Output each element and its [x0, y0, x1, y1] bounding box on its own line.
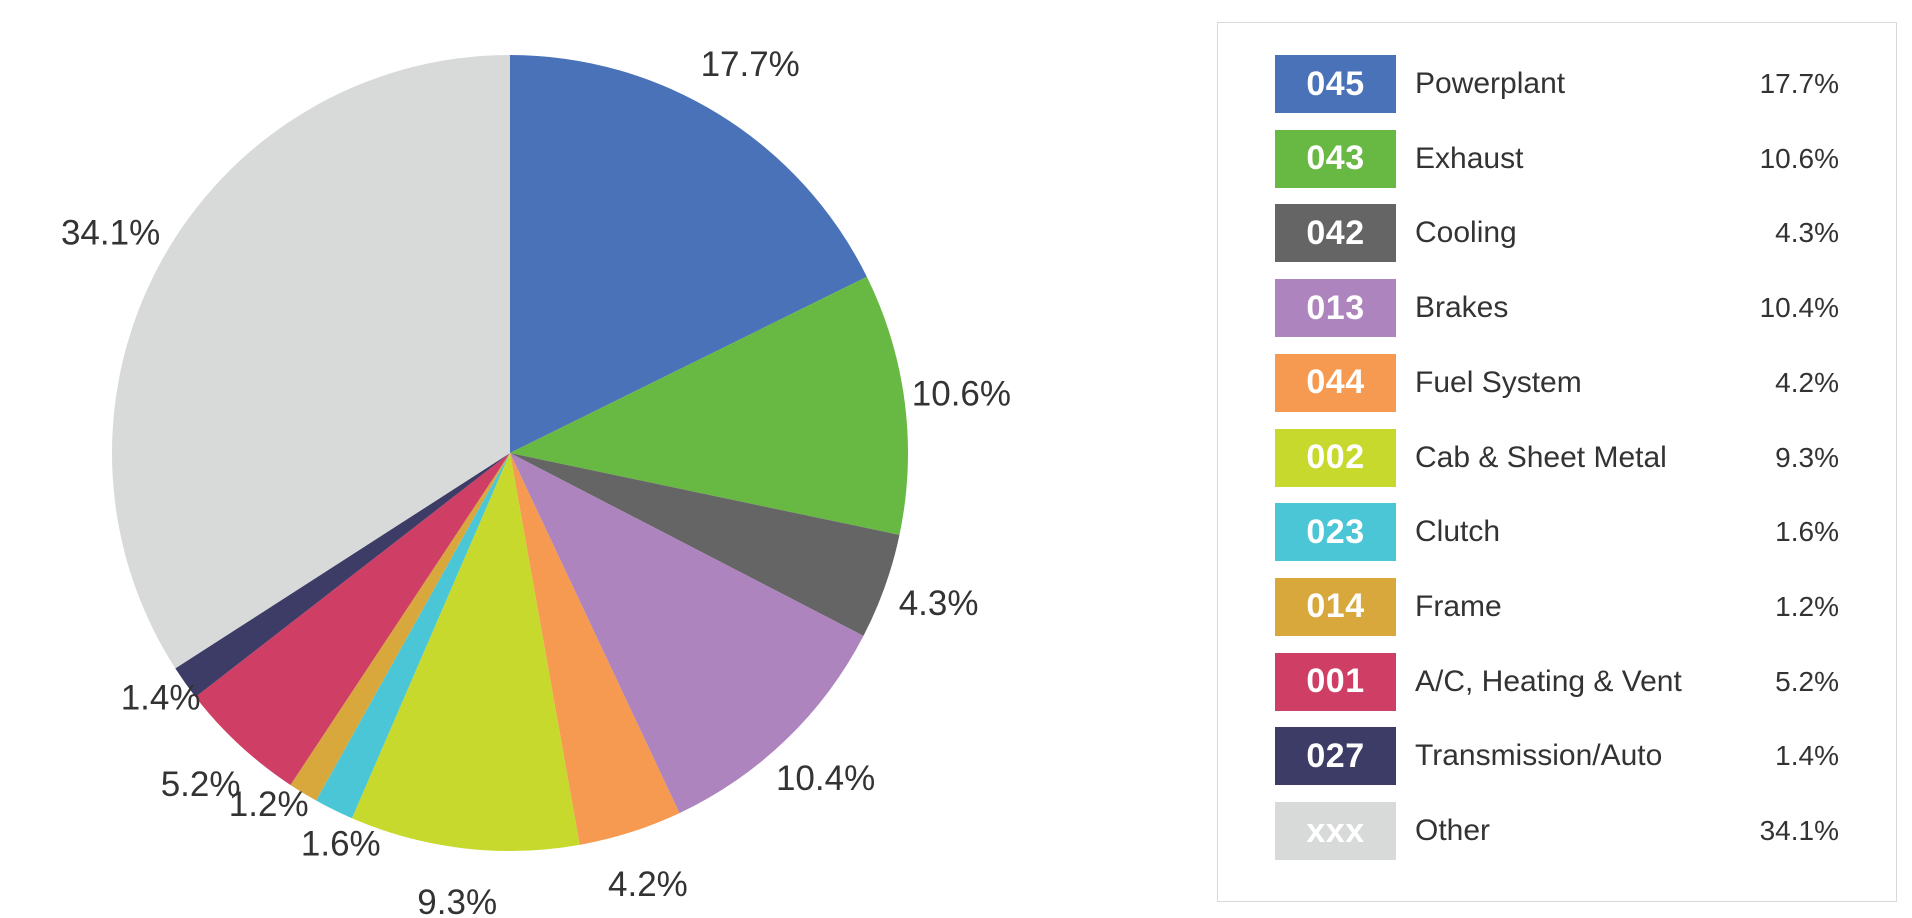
legend-label: Cooling: [1415, 216, 1517, 250]
pie-slices: [111, 55, 909, 852]
legend-code-badge: 002: [1275, 428, 1396, 487]
pie-slice-043: [510, 276, 909, 535]
pie-label-013: 10.4%: [776, 759, 875, 798]
legend-label: Transmission/Auto: [1415, 739, 1663, 773]
legend-value: 34.1%: [1759, 815, 1839, 846]
pie-chart: 17.7% 10.6% 4.3% 10.4% 4.2% 9.3% 1.6%1.2%5.2% 1…: [61, 45, 1011, 918]
legend-item-027: 027 Transmission/Auto 1.4%: [1275, 727, 1839, 786]
legend-value: 10.6%: [1759, 142, 1839, 174]
pie-label-027: 1.4%: [121, 678, 201, 717]
legend-code-badge: xxx: [1275, 802, 1396, 860]
pie-slice-042: [510, 453, 900, 636]
legend-item-043: 043 Exhaust 10.6%: [1275, 129, 1839, 188]
legend-item-002: 002 Cab & Sheet Metal 9.3%: [1275, 428, 1839, 487]
legend-code-badge: 042: [1275, 204, 1396, 263]
pie-slice-xxx: [111, 55, 510, 669]
legend-code-badge: 013: [1275, 279, 1396, 338]
legend-item-014: 014 Frame 1.2%: [1275, 577, 1839, 636]
pie-label-002: 9.3%: [417, 883, 497, 918]
pie-slice-027: [175, 453, 511, 697]
pie-slice-045: [510, 55, 867, 453]
pie-label-042: 4.3%: [899, 584, 979, 623]
legend-value: 17.7%: [1759, 68, 1839, 99]
legend-code-badge: 043: [1275, 129, 1396, 188]
legend-label: Exhaust: [1415, 141, 1524, 175]
legend-item-044: 044 Fuel System 4.2%: [1275, 353, 1839, 412]
pie-label-014: 1.2%: [229, 785, 309, 824]
legend-item-013: 013 Brakes 10.4%: [1275, 279, 1839, 338]
legend-value: 1.2%: [1775, 590, 1839, 622]
legend-item-001: 001 A/C, Heating & Vent 5.2%: [1275, 652, 1839, 711]
legend-code-badge: 027: [1275, 727, 1396, 786]
legend-code-badge: 045: [1275, 55, 1396, 113]
legend-item-045: 045 Powerplant 17.7%: [1275, 55, 1839, 113]
legend-value: 4.2%: [1775, 366, 1839, 398]
legend-code-badge: 023: [1275, 503, 1396, 562]
legend-label: Clutch: [1415, 515, 1501, 549]
legend-label: Cab & Sheet Metal: [1415, 440, 1667, 474]
pie-slice-014: [290, 453, 510, 801]
legend-label: Frame: [1415, 589, 1502, 623]
pie-slice-002: [351, 453, 580, 852]
legend-item-042: 042 Cooling 4.3%: [1275, 204, 1839, 263]
pie-label-xxx: 34.1%: [61, 213, 160, 252]
legend-label: Brakes: [1415, 291, 1509, 325]
legend-value: 5.2%: [1775, 665, 1839, 697]
legend-value: 10.4%: [1759, 292, 1839, 324]
pie-label-044: 4.2%: [608, 865, 688, 904]
pie-label-043: 10.6%: [912, 374, 1011, 413]
legend-label: Fuel System: [1415, 365, 1582, 399]
pie-slice-labels: 17.7% 10.6% 4.3% 10.4% 4.2% 9.3% 1.6%1.2%5.2% 1…: [61, 45, 1011, 918]
legend-label: Other: [1415, 814, 1491, 847]
pie-label-001: 5.2%: [161, 765, 241, 804]
legend-item-xxx: xxx Other 34.1%: [1275, 802, 1839, 860]
chart-legend: 045 Powerplant 17.7% 043 Exhaust 10.6% 042 Cool…: [1217, 22, 1897, 902]
pie-slice-023: [316, 453, 510, 819]
legend-value: 1.4%: [1775, 740, 1839, 772]
pie-slice-013: [510, 453, 864, 814]
legend-value: 4.3%: [1775, 217, 1839, 249]
legend-item-023: 023 Clutch 1.6%: [1275, 503, 1839, 562]
pie-slice-044: [510, 453, 680, 845]
legend-value: 9.3%: [1775, 441, 1839, 473]
legend-code-badge: 044: [1275, 353, 1396, 412]
pie-label-045: 17.7%: [701, 45, 800, 84]
legend-code-badge: 014: [1275, 577, 1396, 636]
pie-label-023: 1.6%: [301, 824, 381, 863]
legend-label: A/C, Heating & Vent: [1415, 664, 1682, 698]
legend-code-badge: 001: [1275, 652, 1396, 711]
legend-label: Powerplant: [1415, 67, 1566, 100]
pie-slice-001: [195, 453, 510, 785]
legend-value: 1.6%: [1775, 516, 1839, 548]
